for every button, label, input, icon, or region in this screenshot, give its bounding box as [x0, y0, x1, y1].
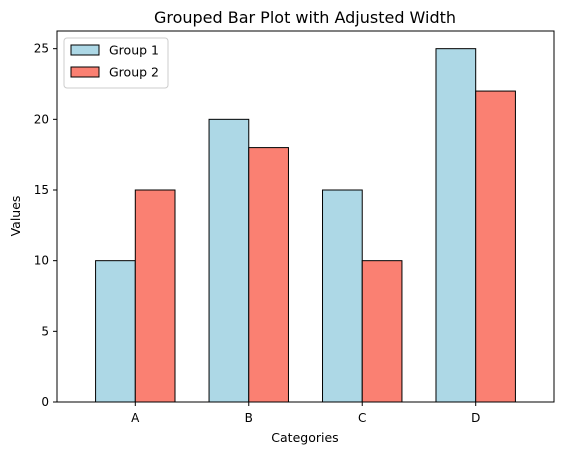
x-tick-label-d: D	[471, 411, 480, 425]
bar-group-2-c	[361, 260, 403, 403]
bar-group-2-a	[134, 189, 176, 403]
legend-swatch-group-2	[70, 66, 100, 78]
bar-group-1-c	[322, 189, 363, 403]
legend: Group 1 Group 2	[63, 37, 169, 89]
x-axis-label: Categories	[271, 430, 338, 445]
plot-frame	[56, 30, 555, 403]
y-tick-label-25: 25	[34, 42, 49, 56]
plot-area	[95, 48, 516, 403]
bar-group-2-b	[248, 147, 289, 403]
legend-label-group-1: Group 1	[109, 43, 159, 58]
bar-group-1-a	[95, 260, 136, 403]
y-tick-label-15: 15	[34, 183, 49, 197]
chart-title: Grouped Bar Plot with Adjusted Width	[154, 8, 456, 27]
legend-label-group-2: Group 2	[109, 65, 159, 80]
legend-swatch-group-1	[70, 44, 100, 56]
y-tick-label-0: 0	[41, 395, 49, 409]
bar-group-2-d	[475, 90, 516, 403]
x-tick-label-a: A	[131, 411, 140, 425]
x-tick-label-c: C	[358, 411, 366, 425]
bar-group-1-d	[435, 48, 477, 403]
y-tick-label-20: 20	[34, 112, 49, 126]
y-tick-label-5: 5	[41, 324, 49, 338]
y-tick-label-10: 10	[34, 254, 49, 268]
y-axis-label: Values	[8, 196, 23, 237]
bar-group-1-b	[208, 118, 250, 403]
x-tick-label-b: B	[245, 411, 253, 425]
